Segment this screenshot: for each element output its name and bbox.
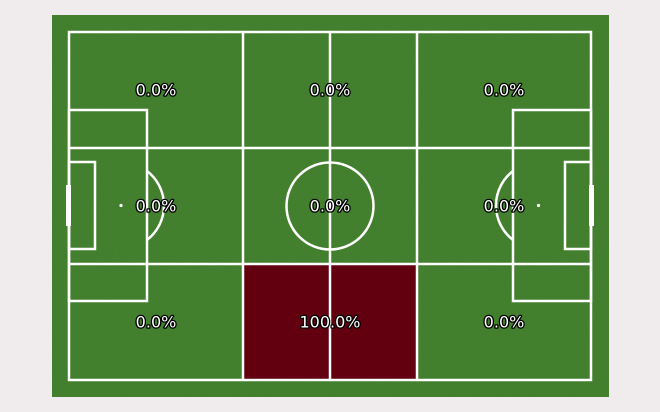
- pitch-markings: [66, 30, 594, 382]
- zone-labels: 0.0% 0.0% 0.0% 0.0% 0.0% 0.0% 0.0% 100.0% 0.0%: [134, 79, 525, 333]
- left-penalty-spot: [119, 203, 123, 208]
- zone-gridlines: [69, 32, 591, 380]
- right-goal: [589, 185, 594, 226]
- left-goal: [66, 185, 71, 226]
- zone-label-r2-c3: 0.0%: [484, 197, 525, 216]
- zone-label-r3-c1: 0.0%: [136, 313, 177, 332]
- zone-label-r2-c2: 0.0%: [310, 197, 351, 216]
- center-circle: [285, 161, 375, 251]
- zone-label-r1-c1: 0.0%: [136, 81, 177, 100]
- zone-label-r1-c2: 0.0%: [310, 81, 351, 100]
- right-penalty-spot: [536, 203, 541, 208]
- zone-label-r3-c2: 100.0%: [299, 313, 360, 332]
- zone-label-r1-c3: 0.0%: [484, 81, 525, 100]
- zone-label-r2-c1: 0.0%: [136, 197, 177, 216]
- zone-label-r3-c3: 0.0%: [484, 313, 525, 332]
- right-penalty-arc: [494, 170, 514, 241]
- left-penalty-arc: [146, 170, 166, 241]
